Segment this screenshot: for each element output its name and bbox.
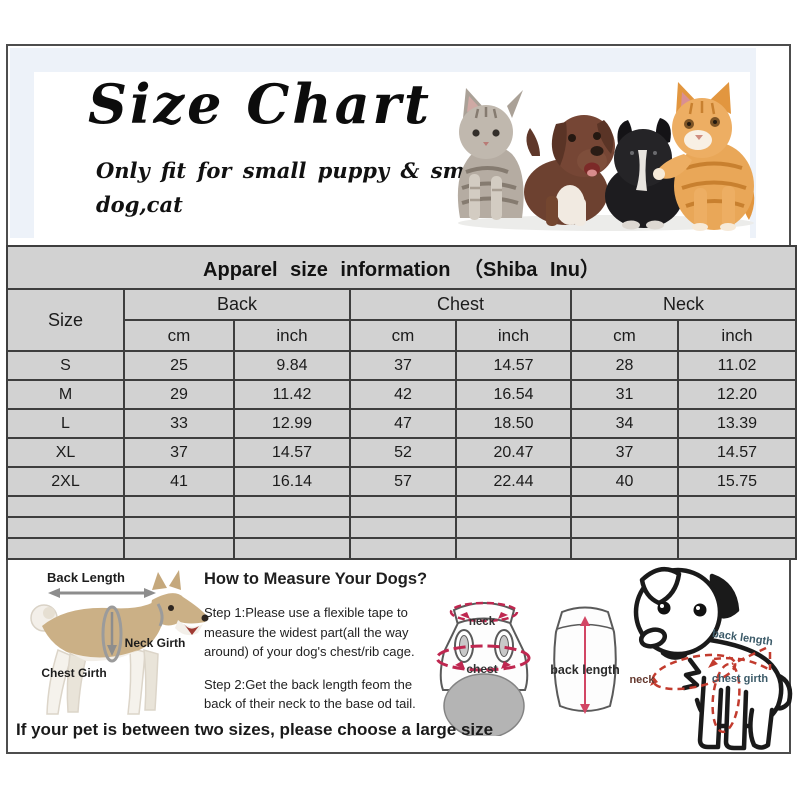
value-cell: 29	[123, 379, 235, 410]
value-cell: 33	[123, 408, 235, 439]
value-cell: 25	[123, 350, 235, 381]
value-cell: 12.99	[233, 408, 351, 439]
brown-puppy-image	[524, 115, 615, 226]
value-cell: 11.42	[233, 379, 351, 410]
measure-instructions: How to Measure Your Dogs? Step 1:Please …	[204, 570, 428, 727]
value-cell: 37	[570, 437, 679, 468]
empty-table-row	[6, 516, 798, 539]
value-cell: 20.47	[455, 437, 572, 468]
size-advice-note: If your pet is between two sizes, please…	[16, 720, 494, 739]
vest-front-view: neck chest	[435, 601, 531, 736]
back-length-arrow-icon	[48, 588, 156, 598]
value-cell: 28	[570, 350, 679, 381]
table-caption: Apparel size information （Shiba Inu）	[5, 245, 798, 290]
value-cell: 14.57	[455, 350, 572, 381]
value-cell: 18.50	[455, 408, 572, 439]
value-cell: 15.75	[676, 466, 798, 497]
chest-girth-line-icon	[435, 644, 531, 672]
unit-header: inch	[676, 319, 798, 352]
gray-kitten-image	[457, 88, 524, 220]
vest-back-view: back length	[550, 606, 620, 714]
measure-step-2: Step 2:Get the back length feom the back…	[204, 676, 416, 712]
column-header-back: Back	[123, 288, 351, 321]
value-cell: 47	[349, 408, 457, 439]
column-header-chest: Chest	[349, 288, 572, 321]
puppy-chest-girth-label: chest girth	[712, 673, 769, 685]
value-cell: 41	[123, 466, 235, 497]
unit-header: cm	[349, 319, 457, 352]
size-cell: XL	[6, 437, 125, 468]
table-row: XL 37 14.57 52 20.47 37 14.57	[6, 437, 798, 468]
table-row: S 25 9.84 37 14.57 28 11.02	[6, 350, 798, 381]
neck-girth-line-icon	[449, 601, 519, 623]
puppy-neck-label: neck	[629, 674, 655, 686]
content-frame: Size Chart Only fit for small puppy & sm…	[5, 44, 798, 754]
size-cell: S	[6, 350, 125, 381]
value-cell: 42	[349, 379, 457, 410]
value-cell: 14.57	[233, 437, 351, 468]
value-cell: 37	[349, 350, 457, 381]
unit-header: cm	[123, 319, 235, 352]
value-cell: 37	[123, 437, 235, 468]
unit-header: cm	[570, 319, 679, 352]
subtitle-line-2: dog,cat	[96, 192, 183, 217]
size-table: Apparel size information （Shiba Inu） Siz…	[5, 245, 798, 560]
value-cell: 22.44	[455, 466, 572, 497]
empty-table-row	[6, 495, 798, 518]
dog-chest-girth-label: Chest Girth	[41, 666, 106, 680]
column-header-neck: Neck	[569, 288, 798, 321]
size-cell: 2XL	[6, 466, 125, 497]
column-header-size: Size	[6, 288, 125, 352]
value-cell: 16.14	[233, 466, 351, 497]
unit-header: inch	[455, 319, 572, 352]
value-cell: 52	[349, 437, 457, 468]
value-cell: 57	[349, 466, 457, 497]
orange-kitten-image	[653, 82, 755, 231]
puppy-chest-line-icon	[711, 662, 741, 734]
vest-neck-label: neck	[469, 616, 496, 628]
unit-header: inch	[233, 319, 351, 352]
value-cell: 12.20	[676, 379, 798, 410]
value-cell: 13.39	[676, 408, 798, 439]
dog-measure-diagram: Back Length Neck Girth Chest Girth	[30, 570, 209, 715]
pets-photo	[457, 82, 755, 231]
vest-measure-diagram: neck chest back length	[435, 601, 620, 736]
value-cell: 11.02	[676, 350, 798, 381]
empty-table-row	[6, 537, 798, 560]
page-title: Size Chart	[88, 72, 432, 136]
vest-chest-label: chest	[466, 662, 497, 676]
size-cell: L	[6, 408, 125, 439]
subtitle-line-1: Only fit for small puppy & small	[96, 158, 495, 183]
value-cell: 14.57	[676, 437, 798, 468]
puppy-measure-diagram: back length neck chest girth	[629, 566, 793, 751]
measure-heading: How to Measure Your Dogs?	[204, 570, 428, 588]
value-cell: 40	[570, 466, 679, 497]
value-cell: 9.84	[233, 350, 351, 381]
vest-back-length-label: back length	[550, 663, 619, 677]
dog-back-length-label: Back Length	[47, 570, 125, 585]
table-row: L 33 12.99 47 18.50 34 13.39	[6, 408, 798, 439]
value-cell: 34	[570, 408, 679, 439]
value-cell: 16.54	[455, 379, 572, 410]
size-cell: M	[6, 379, 125, 410]
measure-step-1: Step 1:Please use a flexible tape to mea…	[204, 605, 415, 659]
value-cell: 31	[570, 379, 679, 410]
dog-neck-girth-label: Neck Girth	[125, 636, 186, 650]
table-row: 2XL 41 16.14 57 22.44 40 15.75	[6, 466, 798, 497]
table-row: M 29 11.42 42 16.54 31 12.20	[6, 379, 798, 410]
